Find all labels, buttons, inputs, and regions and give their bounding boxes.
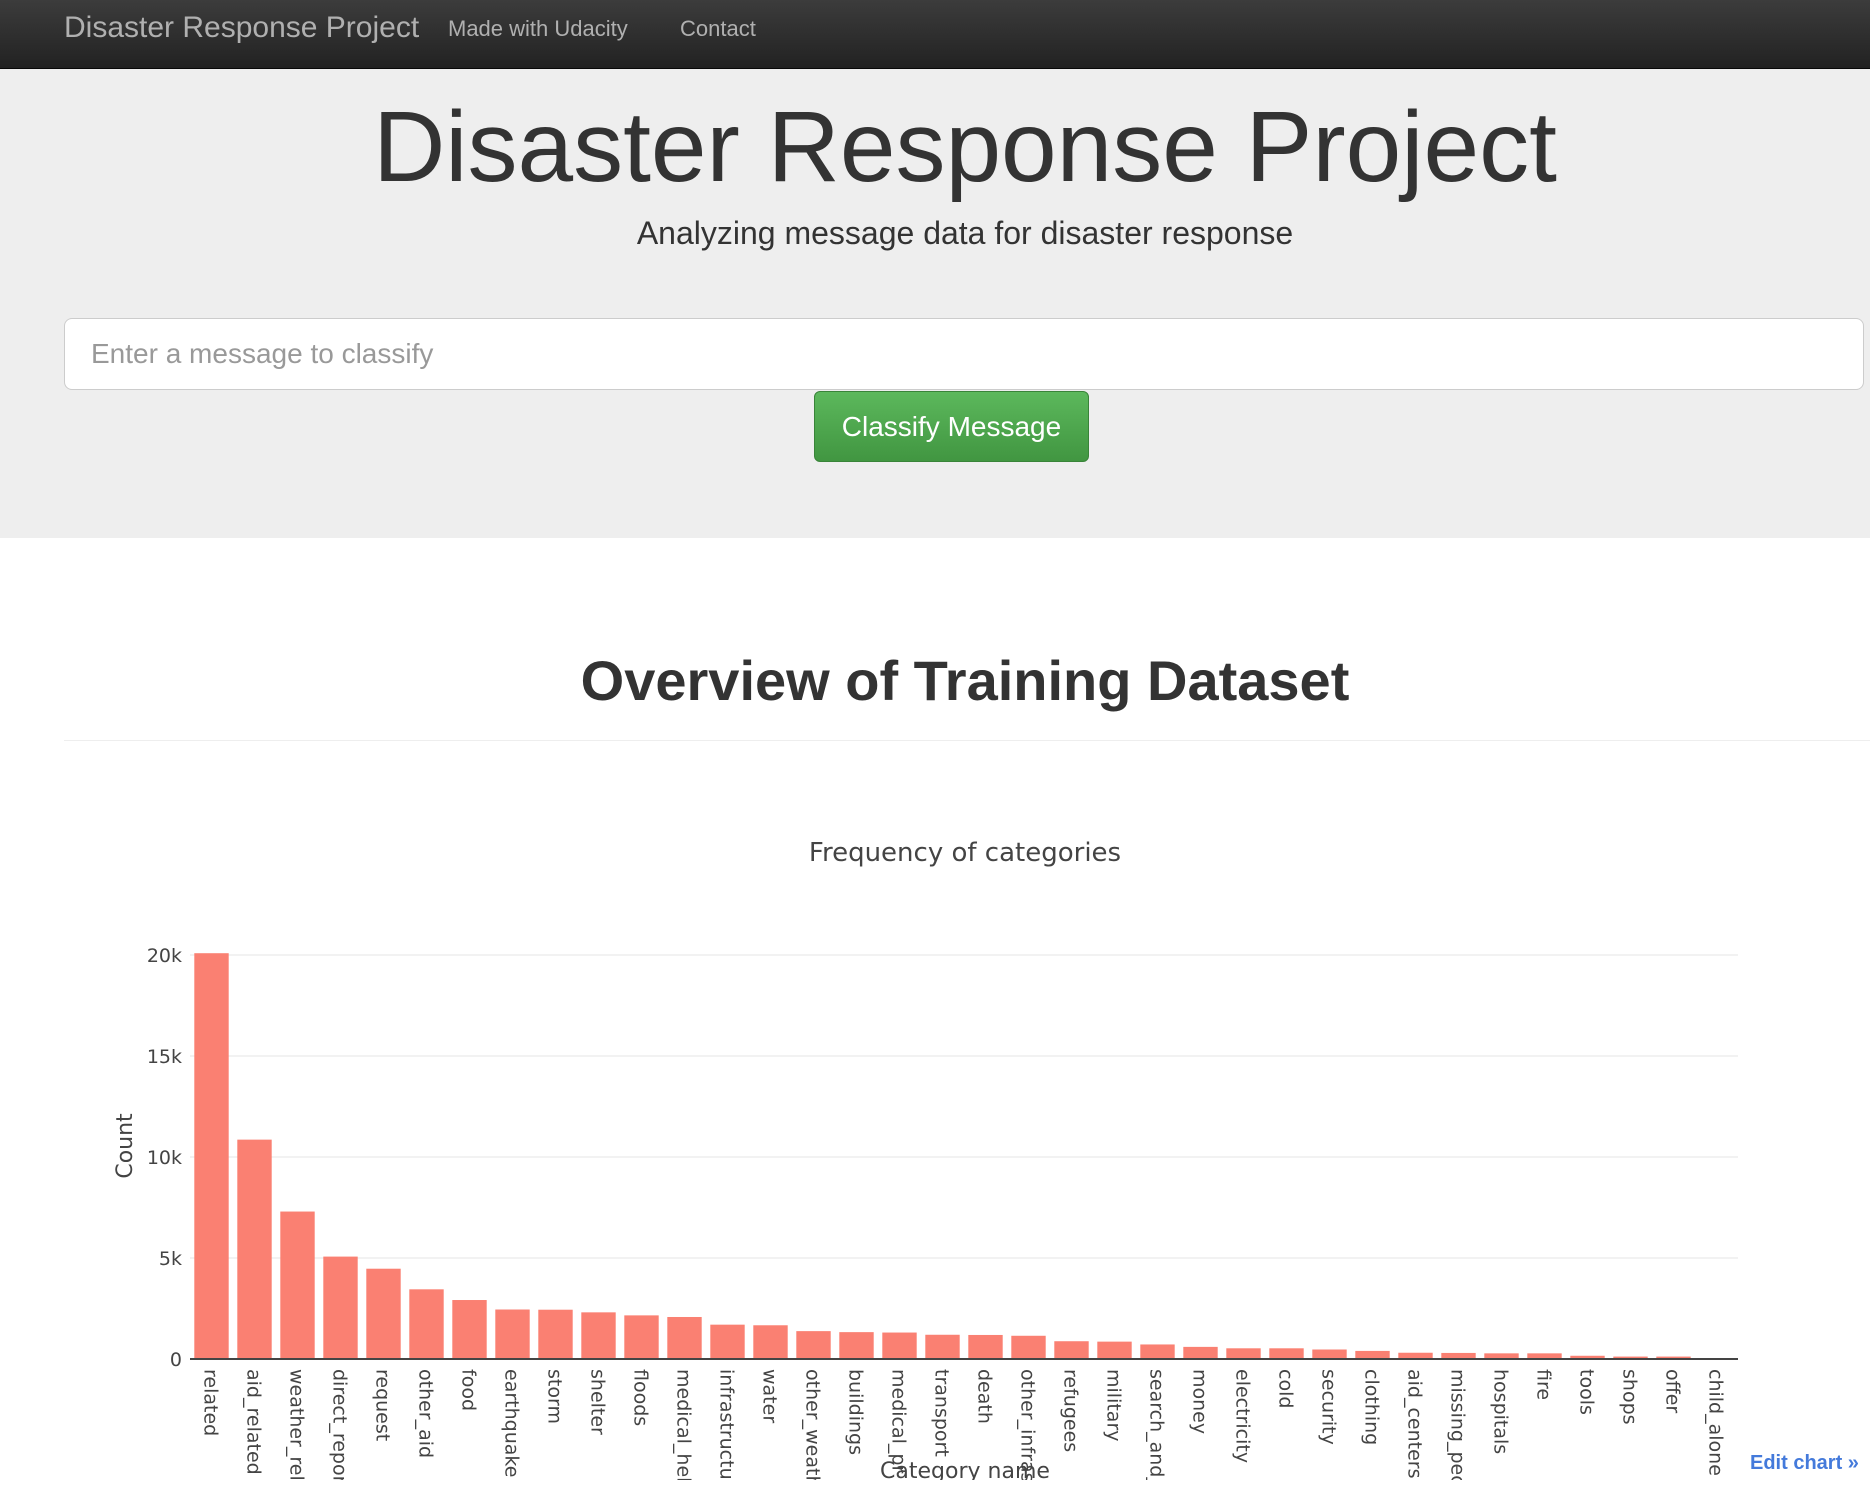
- x-tick-label: buildings: [845, 1369, 867, 1455]
- bar-shelter[interactable]: [581, 1312, 616, 1359]
- bar-buildings[interactable]: [839, 1332, 874, 1359]
- category-frequency-chart: Frequency of categories 0 5k 10k 15k 20k rel…: [113, 838, 1738, 1480]
- x-tick-label: shops: [1619, 1369, 1641, 1425]
- bar-request[interactable]: [366, 1268, 401, 1359]
- x-tick-label: cold: [1275, 1369, 1297, 1408]
- x-tick-label: food: [458, 1369, 480, 1411]
- x-tick-label: offer: [1662, 1369, 1684, 1413]
- page-subtitle: Analyzing message data for disaster resp…: [636, 215, 1294, 251]
- bar-related[interactable]: [194, 953, 229, 1359]
- x-tick-label: infrastructu: [716, 1369, 738, 1480]
- bar-other_weather[interactable]: [796, 1331, 831, 1359]
- x-tick-label: medical_hel: [673, 1369, 695, 1480]
- x-tick-label: money: [1189, 1369, 1211, 1434]
- page-title: Disaster Response Project: [373, 91, 1557, 203]
- bar-other_infrastructure[interactable]: [1011, 1335, 1046, 1359]
- x-axis-title: Category name: [880, 1459, 1050, 1480]
- bar-shops[interactable]: [1613, 1356, 1648, 1359]
- x-tick-label: hospitals: [1490, 1369, 1512, 1454]
- bar-search_and_rescue[interactable]: [1140, 1344, 1175, 1359]
- x-tick-label: refugees: [1060, 1369, 1082, 1452]
- bar-cold[interactable]: [1269, 1348, 1304, 1359]
- section-title: Overview of Training Dataset: [580, 649, 1350, 712]
- y-axis-title: Count: [113, 1113, 138, 1179]
- x-tick-label: medical_pr: [888, 1369, 910, 1473]
- x-tick-label: shelter: [587, 1369, 609, 1435]
- bar-military[interactable]: [1097, 1341, 1132, 1359]
- x-tick-label: missing_peo: [1447, 1369, 1469, 1480]
- x-tick-label: other_aid: [415, 1369, 437, 1458]
- bar-food[interactable]: [452, 1300, 487, 1359]
- x-tick-label: military: [1103, 1369, 1125, 1442]
- bar-electricity[interactable]: [1226, 1348, 1261, 1359]
- bar-money[interactable]: [1183, 1346, 1218, 1359]
- x-tick-label: weather_rel: [286, 1369, 308, 1480]
- x-tick-label: aid_centers: [1404, 1369, 1426, 1479]
- section-divider: [64, 740, 1870, 741]
- nav-link-made-with-udacity[interactable]: Made with Udacity: [448, 16, 628, 41]
- bar-medical_products[interactable]: [882, 1332, 917, 1359]
- bar-offer[interactable]: [1656, 1356, 1691, 1359]
- bar-aid_centers[interactable]: [1398, 1352, 1433, 1359]
- bar-direct_report[interactable]: [323, 1256, 358, 1359]
- bar-earthquake[interactable]: [495, 1309, 530, 1359]
- bar-medical_help[interactable]: [667, 1316, 702, 1359]
- x-tick-label: related: [200, 1369, 222, 1436]
- bar-security[interactable]: [1312, 1349, 1347, 1359]
- bar-aid_related[interactable]: [237, 1139, 272, 1359]
- y-tick-label: 20k: [147, 945, 182, 967]
- x-tick-label: direct_repor: [329, 1369, 351, 1480]
- x-tick-label: search_and_: [1146, 1369, 1168, 1480]
- bar-missing_people[interactable]: [1441, 1352, 1476, 1359]
- x-tick-label: clothing: [1361, 1369, 1383, 1445]
- message-input[interactable]: [64, 318, 1864, 390]
- bar-death[interactable]: [968, 1334, 1003, 1359]
- bar-transport[interactable]: [925, 1334, 960, 1359]
- x-tick-label: tools: [1576, 1369, 1598, 1415]
- x-tick-label: aid_related: [243, 1369, 265, 1475]
- bar-infrastructure_related[interactable]: [710, 1324, 745, 1359]
- classify-message-button[interactable]: Classify Message: [814, 391, 1089, 462]
- bar-water[interactable]: [753, 1325, 788, 1359]
- x-tick-label: storm: [544, 1369, 566, 1424]
- hero-section: Disaster Response Project Analyzing mess…: [0, 69, 1870, 538]
- x-tick-label: earthquake: [501, 1369, 523, 1477]
- x-tick-label: floods: [630, 1369, 652, 1426]
- x-tick-label: security: [1318, 1369, 1340, 1445]
- x-tick-label: child_alone: [1705, 1369, 1727, 1476]
- bar-weather_related[interactable]: [280, 1211, 315, 1359]
- x-tick-label: transport: [931, 1369, 953, 1457]
- bar-fire[interactable]: [1527, 1353, 1562, 1359]
- bar-refugees[interactable]: [1054, 1341, 1089, 1359]
- navbar: Disaster Response Project Made with Udac…: [0, 0, 1870, 69]
- chart-title: Frequency of categories: [809, 838, 1121, 868]
- y-tick-label: 5k: [159, 1248, 182, 1270]
- x-tick-label: death: [974, 1369, 996, 1424]
- bar-other_aid[interactable]: [409, 1289, 444, 1359]
- x-tick-label: water: [759, 1369, 781, 1423]
- x-tick-label: fire: [1533, 1369, 1555, 1400]
- bar-hospitals[interactable]: [1484, 1353, 1519, 1359]
- y-tick-label: 15k: [147, 1046, 182, 1068]
- x-tick-label: other_infras: [1017, 1369, 1039, 1480]
- bar-storm[interactable]: [538, 1309, 573, 1359]
- x-tick-label: request: [372, 1369, 394, 1441]
- y-tick-label: 0: [170, 1349, 182, 1371]
- bar-floods[interactable]: [624, 1315, 659, 1359]
- bar-clothing[interactable]: [1355, 1350, 1390, 1359]
- nav-link-contact[interactable]: Contact: [680, 16, 756, 41]
- y-tick-label: 10k: [147, 1147, 182, 1169]
- x-tick-label: electricity: [1232, 1369, 1254, 1463]
- navbar-brand[interactable]: Disaster Response Project: [64, 11, 420, 44]
- edit-chart-link[interactable]: Edit chart »: [1750, 1452, 1859, 1474]
- x-tick-label: other_weath: [802, 1369, 824, 1480]
- bar-tools[interactable]: [1570, 1355, 1605, 1359]
